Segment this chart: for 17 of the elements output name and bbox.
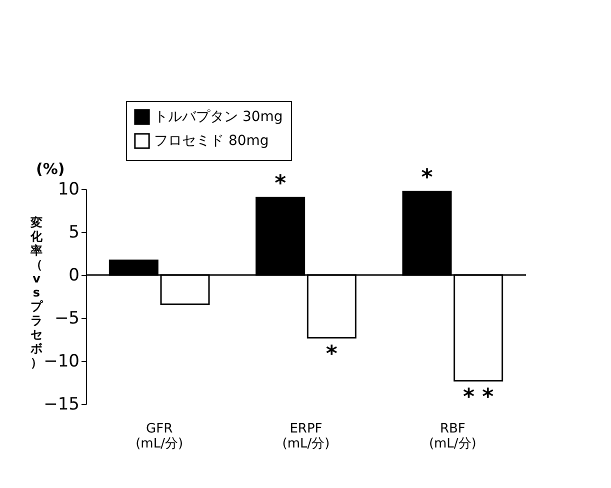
annotation: * * [462, 384, 494, 410]
annotation: * [274, 172, 287, 197]
y-tick-label: 5 [68, 222, 80, 242]
y-tick-label: 0 [68, 266, 80, 286]
x-tick-label: RBF (mL/分) [428, 422, 476, 452]
y-tick-label: 10 [58, 180, 80, 200]
x-tick-label: GFR (mL/分) [136, 422, 184, 452]
x-tick-label: ERPF (mL/分) [282, 422, 330, 452]
text: (%) [36, 160, 65, 178]
legend-label: フロセミド 80mg [154, 133, 269, 149]
annotation: * [326, 342, 338, 367]
y-tick-label: −10 [44, 352, 80, 372]
y-tick-label: −15 [44, 394, 80, 414]
text: 変化率（vsプラセボ） [30, 216, 42, 370]
annotation: * [421, 166, 434, 191]
y-tick-label: −5 [54, 308, 80, 328]
legend-label: トルバプタン 30mg [154, 109, 283, 125]
